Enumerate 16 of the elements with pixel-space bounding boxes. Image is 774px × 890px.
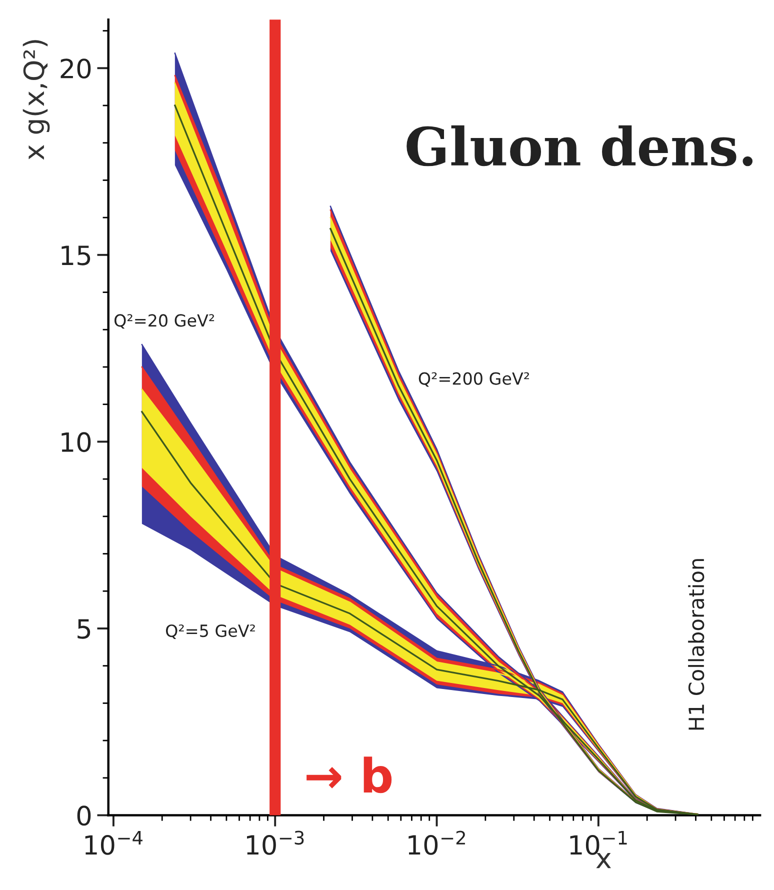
y-tick-label: 20 <box>60 58 91 79</box>
x-axis-title: x <box>596 852 611 868</box>
x-tick-label: 10$^{−3}$ <box>247 830 304 855</box>
y-tick-label: 0 <box>77 806 91 826</box>
y-tick-label: 15 <box>62 246 90 266</box>
annotation: Q²=20 GeV² <box>114 314 214 329</box>
annotation: Q²=200 GeV² <box>418 372 529 387</box>
annotation: H1 Collaboration <box>688 559 704 730</box>
annotation: → b <box>306 756 392 794</box>
text: Gluon dens. <box>406 125 753 166</box>
y-tick-label: 5 <box>78 619 90 639</box>
x-tick-label: 10$^{−2}$ <box>408 830 465 855</box>
annotation: Q²=5 GeV² <box>166 624 255 639</box>
y-tick-label: 10 <box>62 432 91 452</box>
x-tick-label: 10$^{−4}$ <box>85 830 142 855</box>
y-axis-title: x g(x,Q²) <box>22 40 50 160</box>
